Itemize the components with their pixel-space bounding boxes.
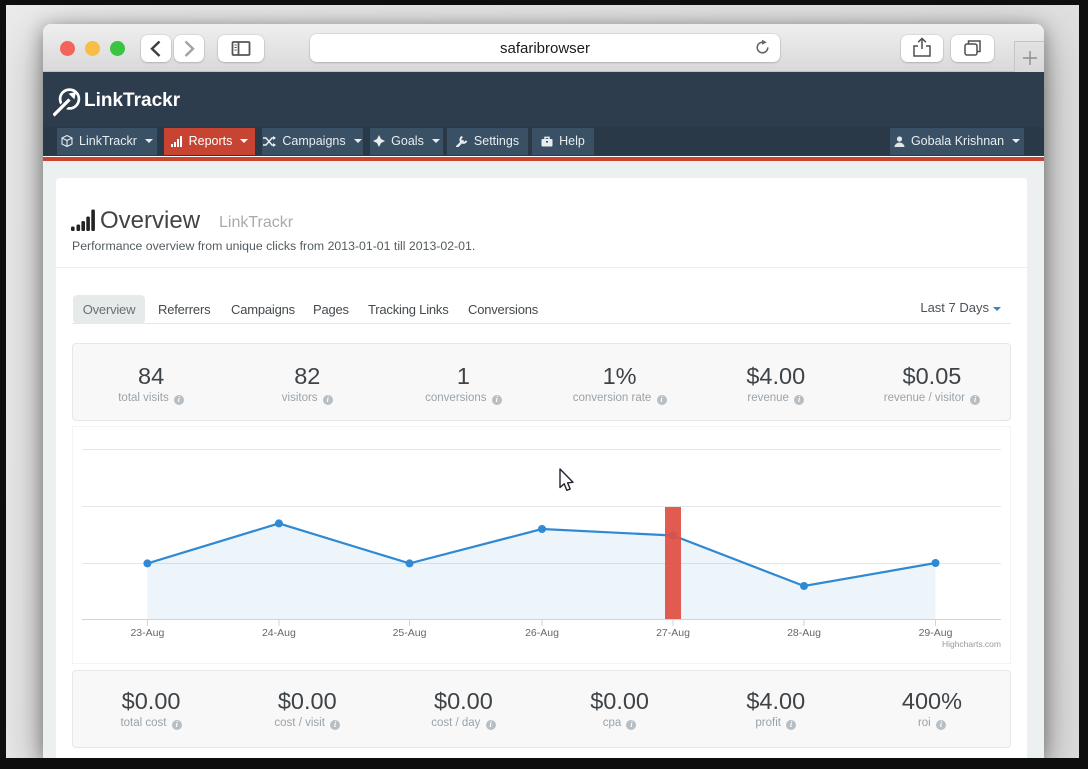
svg-text:27-Aug: 27-Aug: [656, 627, 690, 639]
svg-text:LinkTrackr: LinkTrackr: [84, 90, 181, 111]
svg-text:Highcharts.com: Highcharts.com: [942, 639, 1001, 649]
svg-text:25-Aug: 25-Aug: [393, 627, 427, 639]
svg-text:24-Aug: 24-Aug: [262, 627, 296, 639]
svg-text:28-Aug: 28-Aug: [787, 627, 821, 639]
svg-text:23-Aug: 23-Aug: [130, 627, 164, 639]
svg-text:26-Aug: 26-Aug: [525, 627, 559, 639]
svg-text:29-Aug: 29-Aug: [919, 627, 953, 639]
